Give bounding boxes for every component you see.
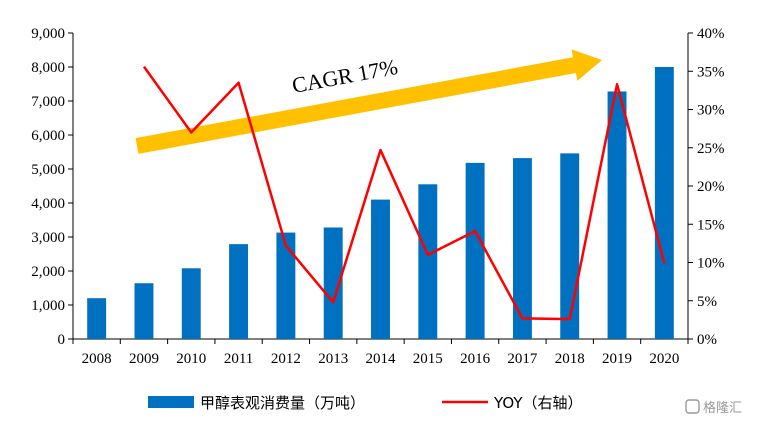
bar-series (87, 67, 674, 339)
legend-bar-swatch (148, 396, 194, 408)
left-tick-label: 2,000 (31, 264, 65, 280)
left-tick-label: 5,000 (31, 162, 65, 178)
consumption-bar (134, 283, 154, 339)
x-tick-label: 2020 (649, 351, 679, 367)
left-tick-label: 3,000 (31, 230, 65, 246)
x-tick-label: 2010 (176, 351, 206, 367)
cagr-label: CAGR 17% (290, 54, 400, 98)
yoy-line (142, 65, 666, 321)
x-tick-label: 2014 (366, 351, 397, 367)
right-tick-label: 20% (697, 179, 725, 195)
x-tick-label: 2011 (224, 351, 253, 367)
consumption-bar (181, 268, 201, 339)
consumption-bar (87, 298, 107, 339)
consumption-bar (607, 91, 627, 339)
x-tick-label: 2012 (271, 351, 301, 367)
right-tick-label: 15% (697, 217, 725, 233)
legend-line-label: YOY（右轴） (493, 394, 583, 412)
right-tick-label: 35% (697, 64, 725, 80)
consumption-bar (465, 162, 485, 339)
consumption-bar (371, 199, 390, 339)
x-tick-label: 2019 (602, 351, 632, 367)
right-tick-label: 5% (697, 294, 717, 310)
x-tick-label: 2018 (555, 351, 585, 367)
left-tick-label: 9,000 (31, 26, 65, 42)
watermark-text: 格隆汇 (703, 400, 742, 416)
x-tick-label: 2017 (507, 351, 538, 367)
right-tick-label: 10% (697, 256, 725, 272)
x-tick-label: 2009 (129, 351, 159, 367)
x-tick-label: 2013 (318, 351, 348, 367)
left-tick-label: 6,000 (31, 128, 65, 144)
x-tick-label: 2016 (460, 351, 491, 367)
cagr-arrow: CAGR 17% (135, 49, 603, 154)
right-tick-label: 40% (697, 26, 725, 42)
left-tick-label: 8,000 (31, 60, 65, 76)
legend: 甲醇表观消费量（万吨） YOY（右轴） (148, 394, 583, 412)
legend-bar-label: 甲醇表观消费量（万吨） (200, 394, 365, 412)
watermark-logo-icon (685, 399, 700, 414)
right-tick-label: 0% (697, 332, 717, 348)
x-tick-label: 2015 (413, 351, 443, 367)
x-tick-label: 2008 (82, 351, 112, 367)
left-tick-label: 7,000 (31, 94, 65, 110)
left-tick-label: 4,000 (31, 196, 65, 212)
consumption-bar (229, 244, 249, 339)
consumption-bar (560, 153, 580, 339)
axes: 0 1,000 2,000 3,000 4,000 5,000 6,000 7,000 8,00… (31, 26, 724, 367)
right-tick-label: 25% (697, 141, 725, 157)
consumption-bar (654, 67, 674, 339)
consumption-bar (276, 232, 296, 339)
right-tick-label: 30% (697, 103, 725, 119)
left-tick-label: 0 (58, 332, 66, 348)
consumption-bar (323, 227, 343, 339)
consumption-bar (418, 184, 438, 339)
yoy-line-series (142, 65, 666, 321)
watermark: 格隆汇 (685, 399, 742, 416)
left-tick-label: 1,000 (31, 298, 65, 314)
consumption-bar (512, 158, 532, 339)
